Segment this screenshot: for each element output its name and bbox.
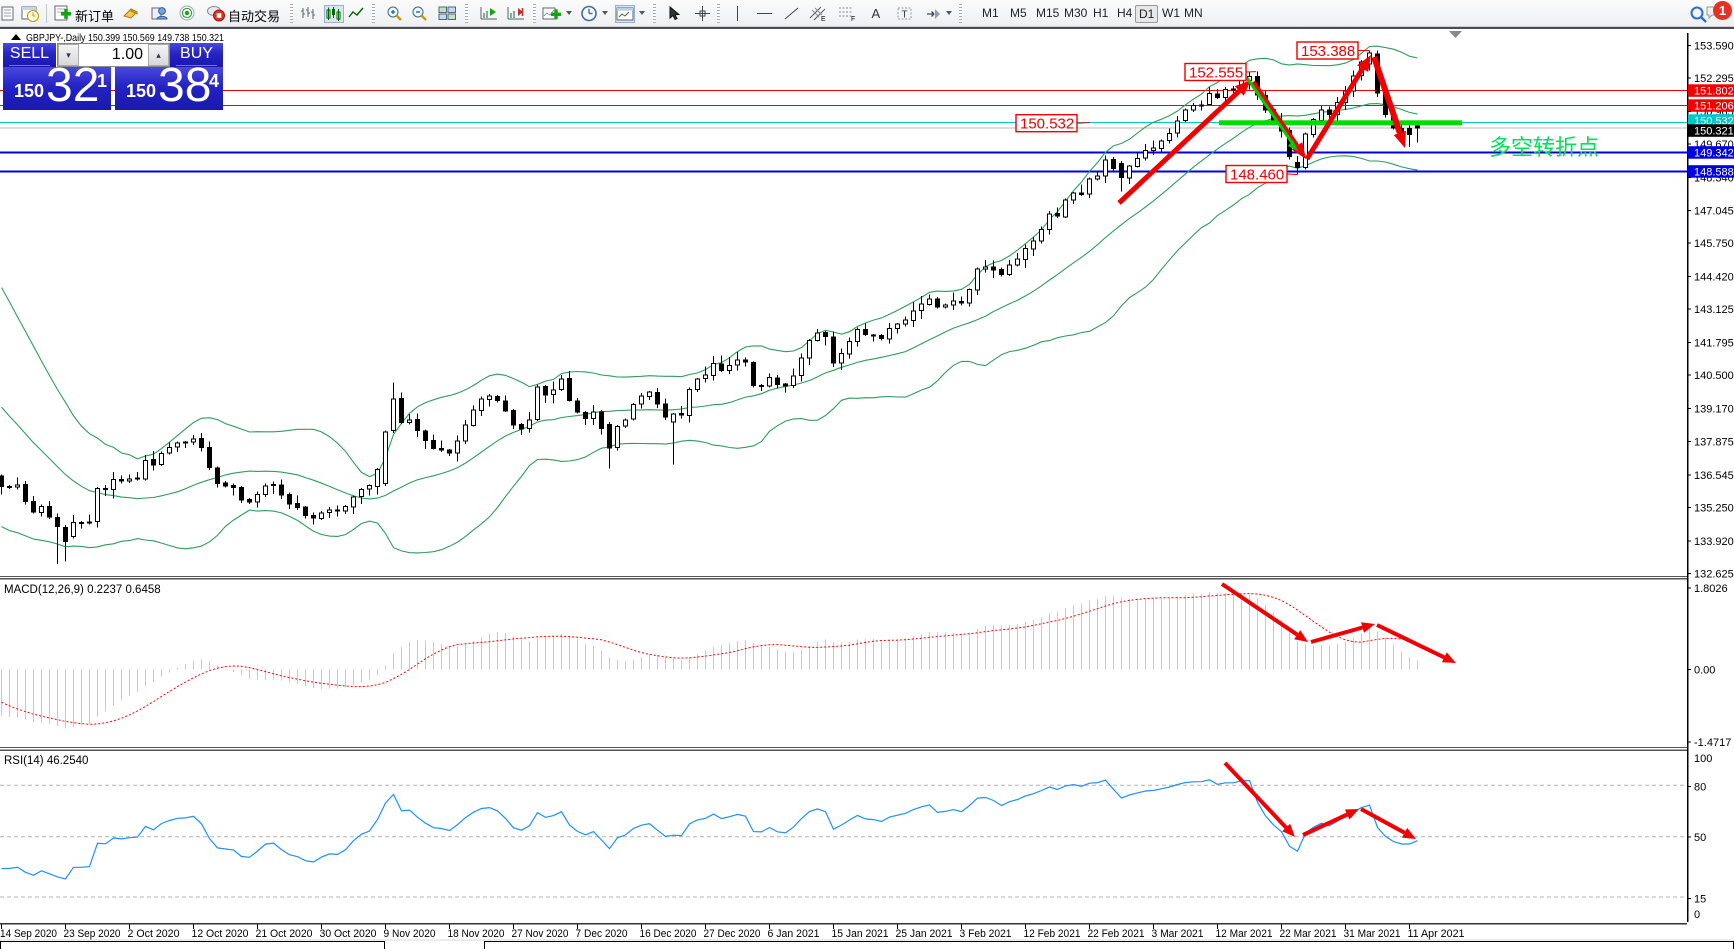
svg-text:11 Apr 2021: 11 Apr 2021 (1408, 928, 1465, 940)
svg-text:0: 0 (1694, 909, 1700, 921)
svg-text:21 Oct 2020: 21 Oct 2020 (256, 928, 313, 940)
svg-text:149.342: 149.342 (1694, 148, 1734, 160)
svg-text:151.206: 151.206 (1694, 101, 1734, 113)
svg-text:137.875: 137.875 (1694, 436, 1734, 448)
svg-text:T: T (902, 10, 908, 21)
svg-text:15 Jan 2021: 15 Jan 2021 (832, 928, 889, 940)
svg-text:3 Mar 2021: 3 Mar 2021 (1152, 928, 1204, 940)
svg-text:150.321: 150.321 (1694, 126, 1734, 138)
svg-text:148.460: 148.460 (1230, 167, 1284, 184)
svg-text:多空转折点: 多空转折点 (1489, 135, 1599, 160)
svg-text:0.00: 0.00 (1694, 665, 1715, 677)
svg-text:80: 80 (1694, 781, 1706, 793)
svg-text:22 Mar 2021: 22 Mar 2021 (1280, 928, 1337, 940)
svg-text:12 Oct 2020: 12 Oct 2020 (192, 928, 249, 940)
svg-text:6 Jan 2021: 6 Jan 2021 (768, 928, 820, 940)
svg-text:144.420: 144.420 (1694, 271, 1734, 283)
svg-text:7 Dec 2020: 7 Dec 2020 (576, 928, 628, 940)
svg-text:14 Sep 2020: 14 Sep 2020 (0, 928, 57, 940)
svg-text:132.625: 132.625 (1694, 569, 1734, 581)
svg-text:147.045: 147.045 (1694, 205, 1734, 217)
svg-text:2 Oct 2020: 2 Oct 2020 (128, 928, 180, 940)
svg-text:12 Mar 2021: 12 Mar 2021 (1216, 928, 1273, 940)
svg-text:16 Dec 2020: 16 Dec 2020 (640, 928, 697, 940)
svg-text:135.250: 135.250 (1694, 502, 1734, 514)
svg-text:152.295: 152.295 (1694, 73, 1734, 85)
svg-text:F: F (851, 16, 855, 22)
svg-text:18 Nov 2020: 18 Nov 2020 (448, 928, 505, 940)
svg-text:1.8026: 1.8026 (1694, 583, 1728, 595)
svg-text:MACD(12,26,9) 0.2237 0.6458: MACD(12,26,9) 0.2237 0.6458 (4, 584, 161, 596)
svg-text:GBPJPY-,Daily 150.399 150.569: GBPJPY-,Daily 150.399 150.569 149.738 15… (26, 32, 224, 44)
svg-text:150.532: 150.532 (1020, 116, 1074, 133)
svg-text:50: 50 (1694, 832, 1706, 844)
svg-text:27 Dec 2020: 27 Dec 2020 (704, 928, 761, 940)
svg-text:100: 100 (1694, 753, 1712, 765)
svg-text:140.500: 140.500 (1694, 370, 1734, 382)
svg-text:145.750: 145.750 (1694, 238, 1734, 250)
svg-text:30 Oct 2020: 30 Oct 2020 (320, 928, 377, 940)
svg-text:31 Mar 2021: 31 Mar 2021 (1344, 928, 1401, 940)
svg-text:136.545: 136.545 (1694, 470, 1734, 482)
svg-text:12 Feb 2021: 12 Feb 2021 (1024, 928, 1081, 940)
svg-text:148.588: 148.588 (1694, 167, 1734, 179)
svg-text:151.802: 151.802 (1694, 86, 1734, 98)
svg-text:27 Nov 2020: 27 Nov 2020 (512, 928, 569, 940)
svg-text:141.795: 141.795 (1694, 338, 1734, 350)
svg-text:143.125: 143.125 (1694, 304, 1734, 316)
svg-text:22 Feb 2021: 22 Feb 2021 (1088, 928, 1145, 940)
svg-text:152.555: 152.555 (1189, 65, 1243, 82)
svg-text:A: A (872, 6, 881, 21)
svg-text:-1.4717: -1.4717 (1694, 737, 1731, 749)
svg-text:RSI(14) 46.2540: RSI(14) 46.2540 (4, 755, 88, 767)
svg-text:E: E (821, 16, 826, 22)
svg-text:153.388: 153.388 (1301, 43, 1355, 60)
svg-text:23 Sep 2020: 23 Sep 2020 (64, 928, 121, 940)
svg-text:133.920: 133.920 (1694, 536, 1734, 548)
svg-text:15: 15 (1694, 893, 1706, 905)
svg-text:25 Jan 2021: 25 Jan 2021 (896, 928, 953, 940)
svg-text:9 Nov 2020: 9 Nov 2020 (384, 928, 436, 940)
svg-text:3 Feb 2021: 3 Feb 2021 (960, 928, 1012, 940)
svg-text:153.590: 153.590 (1694, 41, 1734, 53)
svg-text:139.170: 139.170 (1694, 404, 1734, 416)
